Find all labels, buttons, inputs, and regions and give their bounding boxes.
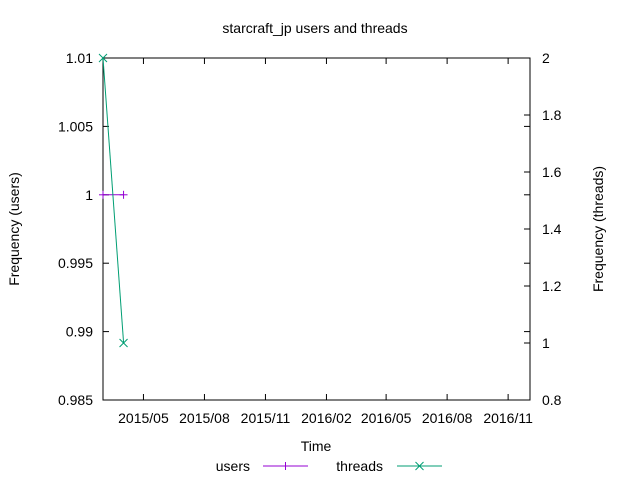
y-left-tick-label: 1.01 xyxy=(66,50,93,66)
y-right-tick-label: 1.4 xyxy=(542,221,562,237)
data-point-users xyxy=(99,190,107,199)
y-right-tick-label: 1.6 xyxy=(542,164,562,180)
x-tick-label: 2016/11 xyxy=(483,410,533,426)
y-left-tick-label: 0.99 xyxy=(66,324,93,340)
series-layer xyxy=(98,53,128,348)
x-tick-label: 2015/05 xyxy=(118,410,169,426)
x-tick-label: 2015/11 xyxy=(241,410,291,426)
legend-swatch-threads xyxy=(397,461,442,471)
y-axis-left: 0.985 0.99 0.995 1 1.005 1.01 xyxy=(58,50,530,408)
y-right-tick-label: 1.2 xyxy=(542,278,562,294)
y-left-tick-label: 1 xyxy=(85,187,93,203)
y-left-tick-label: 1.005 xyxy=(58,118,93,134)
y-axis-right: 0.8 1 1.2 1.4 1.6 1.8 2 xyxy=(524,50,562,408)
x-axis: 2015/05 2015/08 2015/11 2016/02 2016/05 2016/… xyxy=(118,58,533,426)
legend-label-users: users xyxy=(216,458,250,474)
x-tick-label: 2016/02 xyxy=(301,410,352,426)
x-tick-label: 2016/08 xyxy=(422,410,473,426)
legend-marker-users xyxy=(281,462,290,470)
chart-title: starcraft_jp users and threads xyxy=(222,20,407,36)
y-axis-right-label: Frequency (threads) xyxy=(590,166,606,292)
data-point-users xyxy=(119,190,128,199)
x-axis-label: Time xyxy=(301,438,332,454)
data-point-threads xyxy=(119,338,128,348)
x-tick-label: 2016/05 xyxy=(361,410,412,426)
plot-frame xyxy=(102,57,531,401)
y-right-tick-label: 1.8 xyxy=(542,107,562,123)
series-line-threads xyxy=(102,57,125,344)
y-axis-left-label: Frequency (users) xyxy=(6,172,22,286)
legend-marker-threads xyxy=(415,461,424,471)
legend-label-threads: threads xyxy=(336,458,383,474)
x-tick-label: 2015/08 xyxy=(179,410,230,426)
y-right-tick-label: 0.8 xyxy=(542,392,562,408)
y-left-tick-label: 0.995 xyxy=(58,255,93,271)
y-right-tick-label: 2 xyxy=(542,50,550,66)
y-left-tick-label: 0.985 xyxy=(58,392,93,408)
legend: users threads xyxy=(216,458,442,474)
legend-swatch-users xyxy=(263,462,308,470)
data-point-threads xyxy=(98,53,108,63)
y-right-tick-label: 1 xyxy=(542,335,550,351)
